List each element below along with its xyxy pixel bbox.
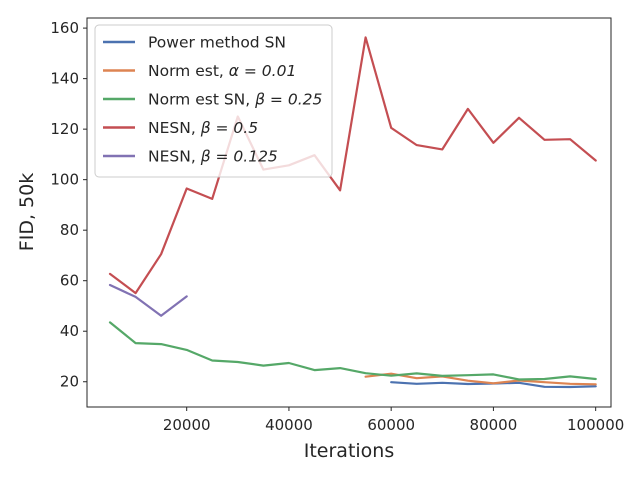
legend-math: β = 0.5	[200, 119, 258, 137]
plot-lines	[108, 36, 597, 389]
x-tick-label: 60000	[367, 416, 415, 434]
x-tick-label: 100000	[567, 416, 624, 434]
y-tick-label: 80	[60, 221, 79, 239]
y-tick-label: 60	[60, 272, 79, 290]
legend-name: NESN,	[148, 148, 201, 166]
legend-box	[94, 24, 333, 178]
legend-math: β = 0.125	[200, 148, 278, 166]
x-tick-label: 40000	[265, 416, 313, 434]
legend-label-5: NESN, β = 0.125	[148, 148, 278, 166]
plot-frame	[86, 17, 612, 408]
y-axis-label: FID, 50k	[16, 173, 38, 251]
y-tick-label: 100	[50, 171, 79, 189]
legend-name: Norm est,	[148, 62, 229, 80]
legend-name: NESN,	[148, 119, 201, 137]
x-axis-ticks: 20000 40000 60000 80000 100000	[163, 407, 624, 434]
legend-label-2: Norm est, α = 0.01	[148, 62, 296, 80]
legend-math: β = 0.25	[254, 91, 322, 109]
x-tick-label: 20000	[163, 416, 211, 434]
series-line-4	[108, 36, 597, 295]
legend-name: Norm est SN,	[148, 91, 255, 109]
y-tick-label: 140	[50, 70, 79, 88]
series-line-3	[108, 321, 597, 381]
series-line-5	[108, 283, 188, 317]
legend-math: α = 0.01	[229, 62, 297, 80]
legend-label-4: NESN, β = 0.5	[148, 119, 258, 137]
x-axis-label: Iterations	[304, 440, 395, 462]
series-line-2	[364, 372, 597, 386]
y-tick-label: 120	[50, 120, 79, 138]
y-tick-label: 160	[50, 19, 79, 37]
legend-label-3: Norm est SN, β = 0.25	[148, 91, 322, 109]
x-tick-label: 80000	[470, 416, 518, 434]
legend-name: Power method SN	[148, 34, 286, 52]
y-axis-ticks: 20 40 60 80 100 120 140 160	[50, 19, 87, 391]
y-tick-label: 20	[60, 373, 79, 391]
legend-label-1: Power method SN	[148, 34, 286, 52]
y-tick-label: 40	[60, 322, 79, 340]
